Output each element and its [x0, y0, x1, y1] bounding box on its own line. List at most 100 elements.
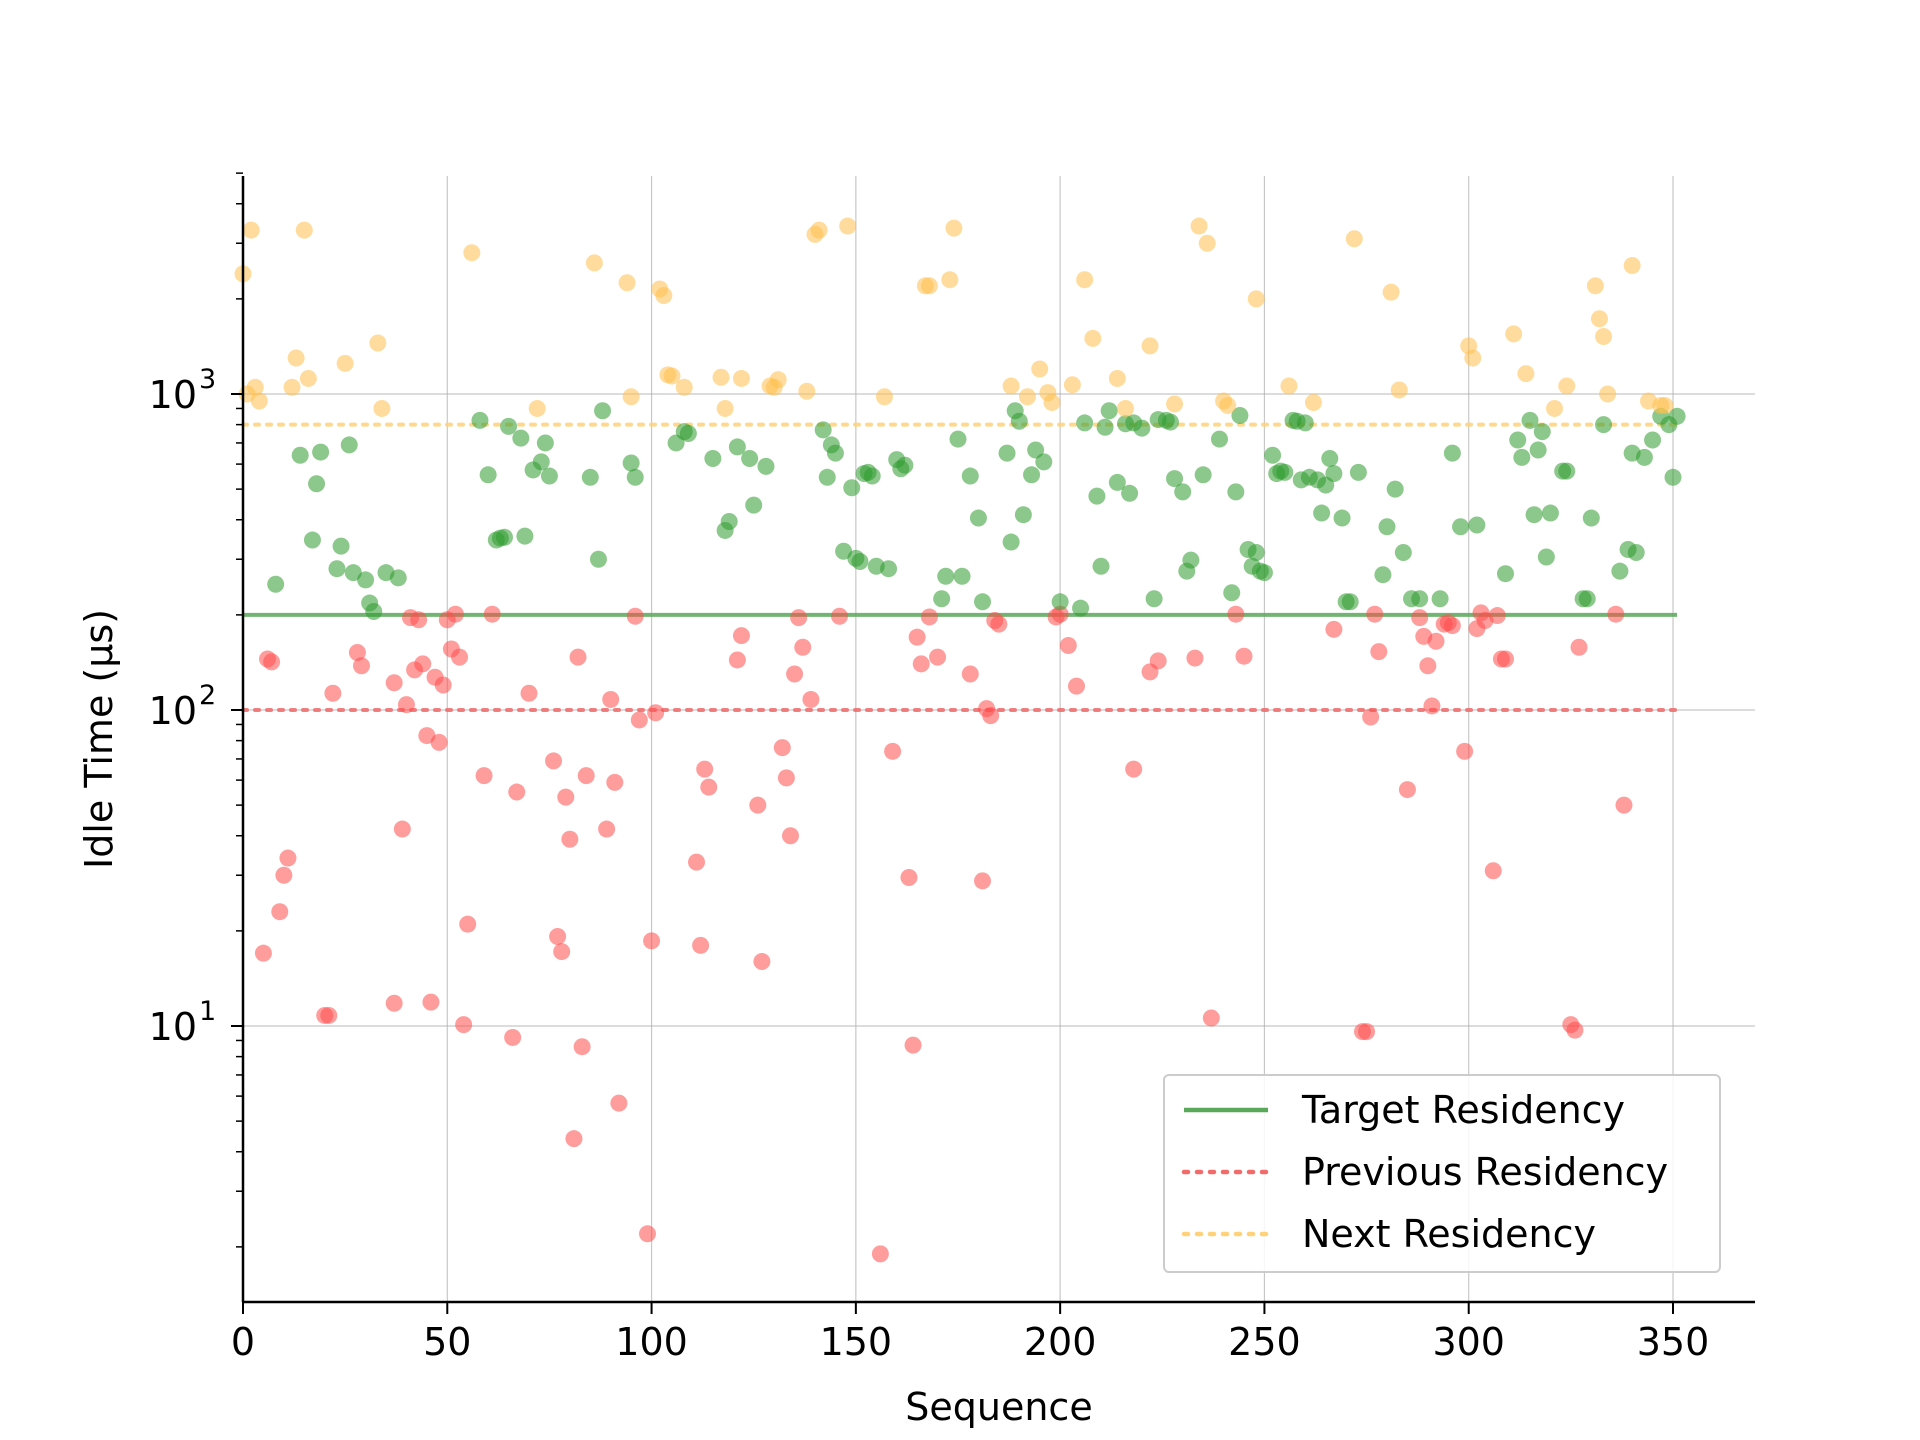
y-tick-exponent: 1: [199, 996, 216, 1027]
legend: Target Residency Previous Residency Next R…: [1163, 1074, 1721, 1273]
data-point: [1378, 518, 1396, 536]
data-point: [508, 783, 526, 801]
data-point: [352, 657, 370, 675]
data-point: [1190, 217, 1208, 235]
data-point: [385, 674, 403, 692]
data-point: [1623, 257, 1641, 275]
data-point: [1546, 399, 1564, 417]
data-point: [851, 553, 869, 571]
data-point: [1247, 290, 1265, 308]
data-point: [941, 271, 959, 289]
data-point: [328, 560, 346, 578]
data-point: [308, 475, 326, 493]
data-point: [1227, 605, 1245, 623]
data-point: [1566, 1021, 1584, 1039]
data-point: [385, 994, 403, 1012]
data-point: [1496, 650, 1514, 668]
data-point: [1529, 441, 1547, 459]
data-point: [1452, 518, 1470, 536]
data-point: [1321, 450, 1339, 468]
data-point: [275, 866, 293, 884]
data-point: [577, 767, 595, 785]
data-point: [573, 1038, 591, 1056]
data-point: [757, 457, 775, 475]
data-point: [1014, 506, 1032, 524]
data-point: [1051, 593, 1069, 611]
data-point: [1411, 609, 1429, 627]
data-point: [769, 371, 787, 389]
legend-box: [1163, 1074, 1721, 1273]
y-tick-label: 10: [149, 1005, 197, 1049]
data-point: [1088, 487, 1106, 505]
data-point: [786, 665, 804, 683]
data-point: [594, 402, 612, 420]
data-point: [1517, 365, 1535, 383]
data-point: [504, 1028, 522, 1046]
data-point: [900, 869, 918, 887]
x-tick-label: 0: [231, 1320, 255, 1364]
data-point: [1521, 411, 1539, 429]
data-point: [1419, 657, 1437, 675]
data-point: [1182, 551, 1200, 569]
data-point: [295, 221, 313, 239]
data-point: [1349, 463, 1367, 481]
data-point: [434, 676, 452, 694]
data-point: [254, 944, 272, 962]
data-point: [1635, 448, 1653, 466]
data-point: [741, 450, 759, 468]
data-point: [332, 537, 350, 555]
data-point: [1362, 708, 1380, 726]
data-point: [1100, 402, 1118, 420]
data-point: [1149, 652, 1167, 670]
data-point: [1570, 638, 1588, 656]
data-point: [826, 444, 844, 462]
data-point: [422, 993, 440, 1011]
data-point: [937, 567, 955, 585]
data-point: [528, 399, 546, 417]
data-point: [622, 388, 640, 406]
data-point: [1443, 617, 1461, 635]
data-point: [1558, 377, 1576, 395]
data-point: [1194, 466, 1212, 484]
data-point: [1202, 1009, 1220, 1027]
data-point: [1031, 360, 1049, 378]
data-point: [1488, 607, 1506, 625]
data-point: [732, 369, 750, 387]
data-point: [720, 512, 738, 530]
data-point: [451, 648, 469, 666]
data-point: [618, 274, 636, 292]
data-point: [1023, 466, 1041, 484]
data-point: [1468, 516, 1486, 534]
data-point: [365, 602, 383, 620]
data-point: [1174, 483, 1192, 501]
reference-lines: [241, 422, 1680, 712]
data-point: [1656, 396, 1674, 414]
y-tick-label: 10: [149, 373, 197, 417]
data-point: [1018, 388, 1036, 406]
data-point: [1121, 484, 1139, 502]
data-point: [271, 903, 289, 921]
data-point: [1125, 760, 1143, 778]
data-point: [814, 421, 832, 439]
data-point: [1443, 444, 1461, 462]
data-point: [920, 608, 938, 626]
data-point: [638, 1225, 656, 1243]
data-point: [1067, 677, 1085, 695]
data-point: [1166, 470, 1184, 488]
data-point: [340, 436, 358, 454]
data-point: [643, 932, 661, 950]
data-point: [1366, 605, 1384, 623]
data-point: [1117, 399, 1135, 417]
data-point: [904, 1036, 922, 1054]
data-point: [929, 648, 947, 666]
data-point: [1509, 431, 1527, 449]
data-point: [630, 711, 648, 729]
data-point: [516, 527, 534, 545]
data-point: [949, 430, 967, 448]
data-point: [459, 915, 477, 933]
data-point: [540, 467, 558, 485]
data-point: [1505, 325, 1523, 343]
data-point: [749, 796, 767, 814]
data-point: [982, 707, 1000, 725]
